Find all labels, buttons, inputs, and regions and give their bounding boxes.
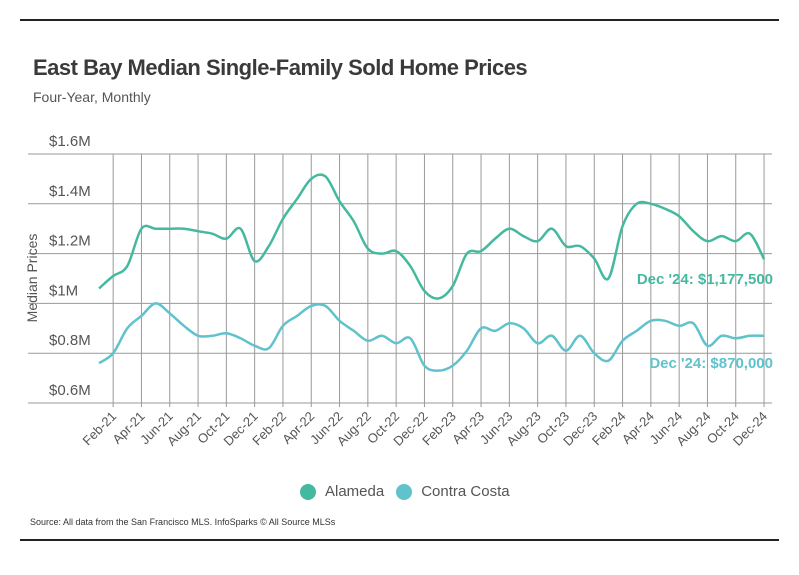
- y-axis-label: Median Prices: [24, 234, 40, 323]
- y-tick-label: $1.4M: [49, 183, 91, 200]
- chart-title: East Bay Median Single-Family Sold Home …: [33, 55, 528, 80]
- legend-item-alameda[interactable]: Alameda: [300, 483, 384, 500]
- x-tick-label: Feb-21: [80, 409, 120, 449]
- legend-swatch: [396, 483, 413, 500]
- top-rule: [20, 19, 779, 21]
- source-note: Source: All data from the San Francisco …: [30, 517, 336, 527]
- end-value-label: Dec '24: $870,000: [649, 355, 773, 372]
- legend-item-contra-costa[interactable]: Contra Costa: [396, 483, 510, 500]
- y-tick-label: $1.6M: [49, 133, 91, 150]
- y-tick-label: $0.8M: [49, 332, 91, 349]
- chart-subtitle: Four-Year, Monthly: [33, 89, 151, 105]
- legend-swatch: [300, 483, 316, 500]
- legend: Alameda Contra Costa: [300, 483, 522, 500]
- series-line-contra-costa: [98, 302, 765, 372]
- bottom-rule: [20, 539, 779, 541]
- legend-label: Contra Costa: [421, 483, 510, 500]
- series-line-alameda: [98, 173, 766, 300]
- y-tick-label: $1.2M: [49, 233, 91, 250]
- y-tick-label: $0.6M: [49, 382, 91, 399]
- legend-label: Alameda: [325, 483, 385, 500]
- y-tick-label: $1M: [49, 282, 78, 299]
- end-value-label: Dec '24: $1,177,500: [637, 271, 773, 288]
